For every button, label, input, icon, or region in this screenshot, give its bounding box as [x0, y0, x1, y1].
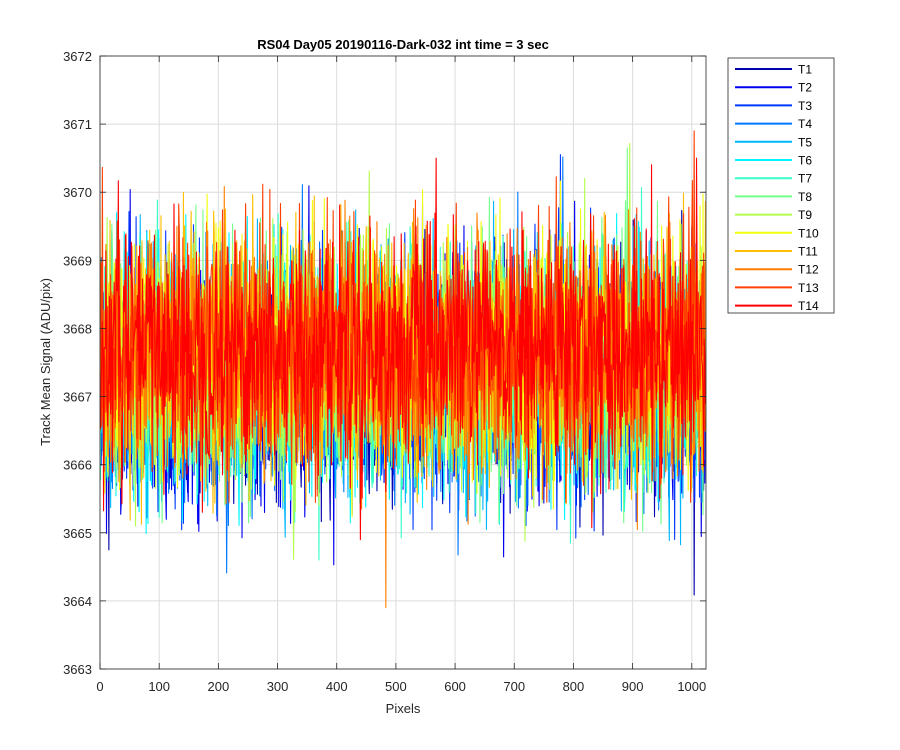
plot-frame	[99, 55, 707, 670]
y-tick-label: 3671	[63, 117, 92, 132]
legend-label-t12: T12	[798, 263, 819, 277]
y-tick-label: 3669	[63, 253, 92, 268]
x-tick-label: 0	[96, 679, 103, 694]
y-tick-label: 3670	[63, 185, 92, 200]
y-tick-label: 3672	[63, 49, 92, 64]
legend-label-t1: T1	[798, 63, 812, 77]
legend-label-t10: T10	[798, 226, 819, 240]
y-tick-label: 3664	[63, 594, 92, 609]
x-tick-label: 200	[208, 679, 230, 694]
y-tick-label: 3666	[63, 458, 92, 473]
legend-label-t9: T9	[798, 208, 812, 222]
y-tick-label: 3668	[63, 321, 92, 336]
x-tick-label: 500	[385, 679, 407, 694]
legend: T1 T2 T3 T4 T5 T6 T7 T8 T9 T10 T11 T12 T13 T14	[727, 57, 835, 314]
x-axis: 0 100 200 300 400 500 600 700 800 900 1000	[96, 56, 706, 694]
legend-label-t13: T13	[798, 281, 819, 295]
legend-label-t14: T14	[798, 299, 819, 313]
series-group	[100, 130, 706, 609]
y-axis-label: Track Mean Signal (ADU/pix)	[38, 278, 53, 446]
x-axis-label: Pixels	[386, 701, 421, 716]
legend-label-t4: T4	[798, 117, 812, 131]
y-tick-label: 3665	[63, 526, 92, 541]
series-line-t14	[100, 157, 706, 541]
x-tick-label: 900	[622, 679, 644, 694]
x-tick-label: 1000	[677, 679, 706, 694]
legend-label-t8: T8	[798, 190, 812, 204]
x-tick-label: 400	[326, 679, 348, 694]
chart-title: RS04 Day05 20190116-Dark-032 int time = …	[257, 37, 549, 52]
legend-label-t11: T11	[798, 245, 818, 259]
legend-label-t7: T7	[798, 172, 812, 186]
legend-label-t2: T2	[798, 81, 812, 95]
y-tick-label: 3663	[63, 662, 92, 677]
y-tick-label: 3667	[63, 390, 92, 405]
x-tick-label: 100	[148, 679, 170, 694]
legend-label-t3: T3	[798, 99, 812, 113]
legend-label-t6: T6	[798, 154, 812, 168]
x-tick-label: 600	[444, 679, 466, 694]
legend-label-t5: T5	[798, 135, 812, 149]
x-tick-label: 800	[563, 679, 585, 694]
legend-box	[727, 57, 835, 314]
y-axis: 3663 3664 3665 3666 3667 3668 3669 3670 3671 3672	[63, 49, 706, 677]
x-tick-label: 300	[267, 679, 289, 694]
x-tick-label: 700	[503, 679, 525, 694]
